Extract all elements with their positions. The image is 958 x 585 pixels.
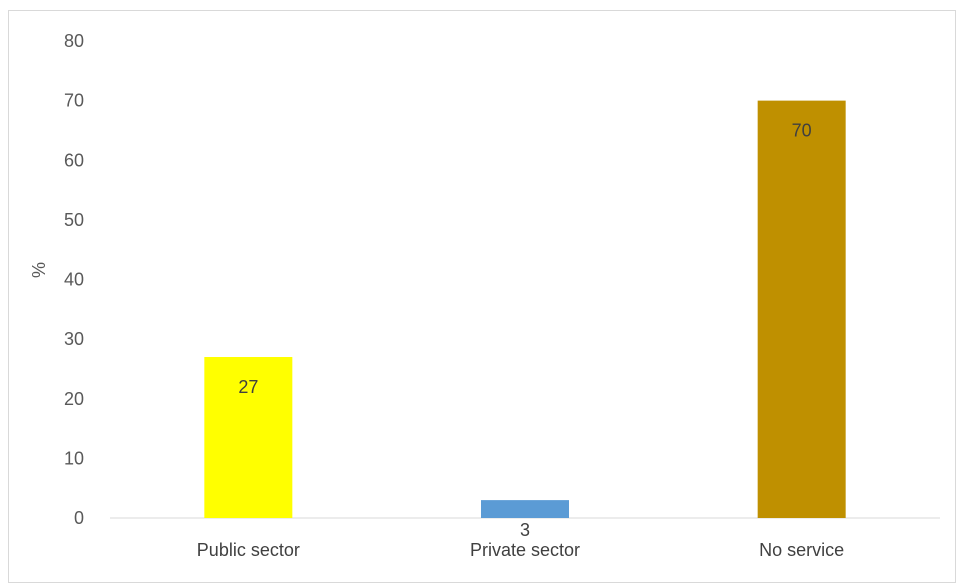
y-tick-label: 30 [64, 329, 84, 349]
y-tick-label: 10 [64, 448, 84, 468]
y-tick-label: 20 [64, 389, 84, 409]
x-category-label: Private sector [470, 540, 580, 560]
bars [204, 100, 846, 518]
y-axis-ticks: 0 10 20 30 40 50 60 70 80 [64, 31, 84, 528]
bar-public-sector [204, 357, 293, 518]
data-label: 27 [238, 377, 258, 397]
data-label: 70 [792, 121, 812, 141]
y-tick-label: 0 [74, 508, 84, 528]
y-tick-label: 80 [64, 31, 84, 51]
x-category-label: No service [759, 540, 844, 560]
bar-no-service [757, 100, 846, 518]
data-labels: 27 3 70 [238, 121, 811, 540]
y-axis-title: % [29, 262, 49, 278]
bar-private-sector [481, 500, 569, 518]
y-tick-label: 40 [64, 270, 84, 290]
y-tick-label: 50 [64, 210, 84, 230]
data-label: 3 [520, 520, 530, 540]
category-labels: Public sector Private sector No service [197, 540, 844, 560]
x-category-label: Public sector [197, 540, 300, 560]
y-tick-label: 60 [64, 150, 84, 170]
y-tick-label: 70 [64, 91, 84, 111]
